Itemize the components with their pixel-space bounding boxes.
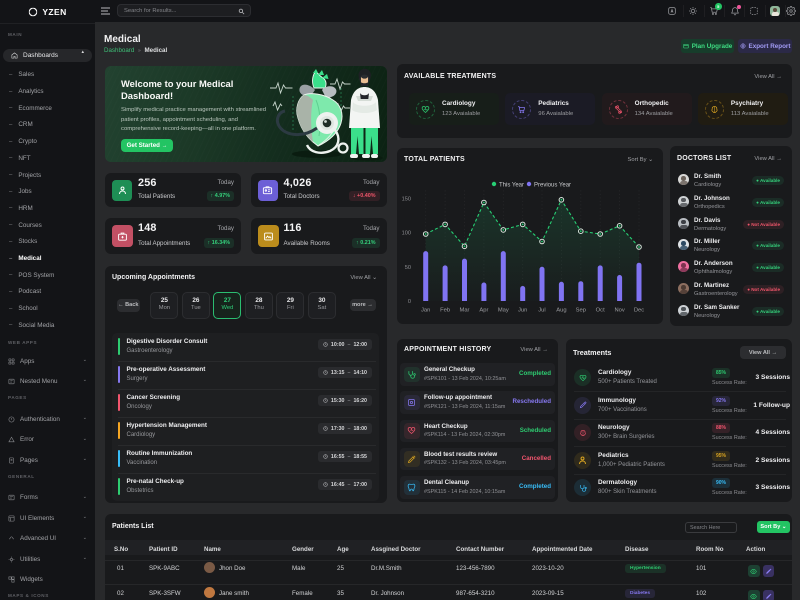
svg-text:Mar: Mar (460, 308, 470, 314)
svg-text:Dec: Dec (634, 308, 644, 314)
svg-text:Feb: Feb (440, 308, 450, 314)
svg-text:Sep: Sep (576, 308, 586, 314)
svg-text:100: 100 (402, 231, 411, 237)
svg-text:May: May (498, 308, 509, 314)
svg-text:This Year: This Year (499, 183, 524, 189)
svg-text:Apr: Apr (479, 308, 488, 314)
svg-text:0: 0 (408, 299, 411, 305)
svg-text:Nov: Nov (614, 308, 624, 314)
svg-text:Oct: Oct (596, 308, 605, 314)
svg-text:Aug: Aug (556, 308, 566, 314)
svg-text:Jan: Jan (421, 308, 430, 314)
svg-text:50: 50 (405, 265, 411, 271)
svg-text:Jun: Jun (518, 308, 527, 314)
svg-text:Previous Year: Previous Year (534, 183, 571, 189)
svg-text:Jul: Jul (538, 308, 545, 314)
svg-text:150: 150 (402, 196, 411, 202)
